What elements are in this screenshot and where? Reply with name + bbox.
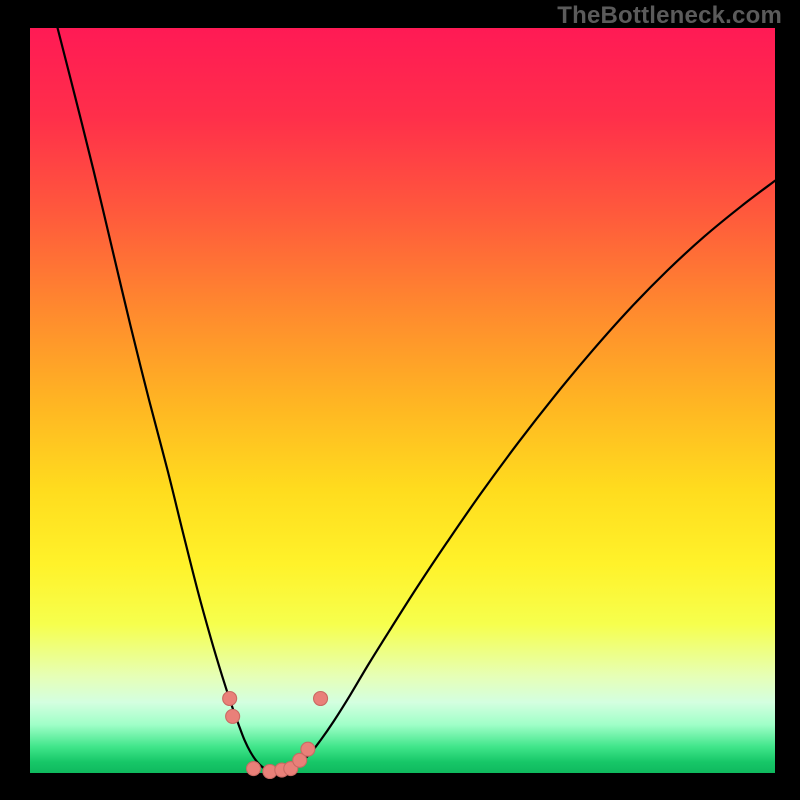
bottleneck-curve-chart [0,0,800,800]
data-point [314,692,328,706]
data-point [247,762,261,776]
data-point [223,692,237,706]
plot-background [30,28,775,773]
chart-stage: TheBottleneck.com [0,0,800,800]
data-point [301,742,315,756]
data-point [226,709,240,723]
watermark-label: TheBottleneck.com [557,2,782,30]
